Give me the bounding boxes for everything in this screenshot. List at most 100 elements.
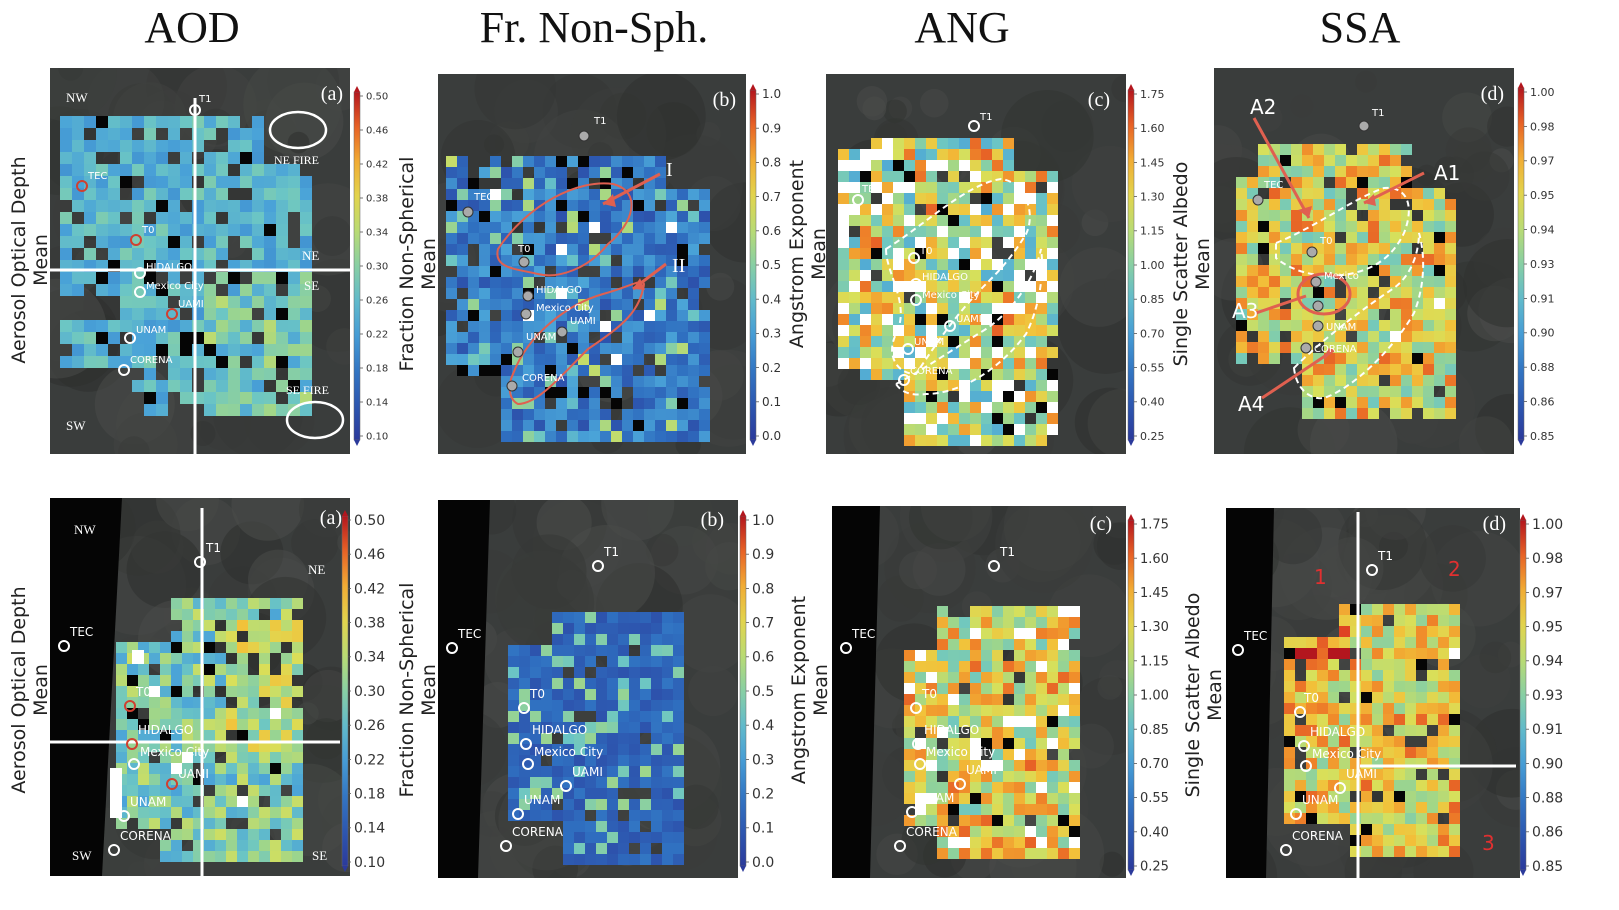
data-cell (1280, 221, 1291, 232)
data-cell (1383, 637, 1394, 648)
data-cell (512, 299, 523, 310)
data-cell (666, 266, 677, 277)
data-cell (611, 398, 622, 409)
colorbar-bar (1127, 89, 1135, 441)
data-cell (1047, 804, 1058, 815)
data-cell (96, 332, 108, 344)
data-cell (226, 686, 237, 697)
data-cell (138, 675, 149, 686)
data-cell (651, 645, 662, 656)
data-cell (1339, 670, 1350, 681)
data-cell (644, 343, 655, 354)
data-cell (1291, 331, 1302, 342)
fire-ellipse-se (285, 400, 345, 440)
data-cell (1306, 692, 1317, 703)
data-cell (970, 226, 981, 237)
data-cell (1372, 714, 1383, 725)
data-cell (168, 284, 180, 296)
station-label: CORENA (906, 825, 958, 839)
data-cell (116, 642, 127, 653)
data-cell (108, 176, 120, 188)
data-cell (1416, 692, 1427, 703)
data-cell (915, 771, 926, 782)
data-cell (904, 683, 915, 694)
station-label: TEC (473, 192, 493, 203)
station-label: Mexico City (922, 290, 980, 301)
data-cell (1058, 705, 1069, 716)
data-cell (204, 212, 216, 224)
data-cell (1324, 276, 1335, 287)
data-cell (556, 167, 567, 178)
data-cell (144, 356, 156, 368)
data-cell (981, 182, 992, 193)
data-cell (1003, 749, 1014, 760)
station-label: T1 (198, 94, 211, 105)
data-cell (1003, 705, 1014, 716)
data-cell (1390, 221, 1401, 232)
station-marker (118, 810, 130, 822)
data-cell (673, 788, 684, 799)
data-cell (937, 215, 948, 226)
data-cell (1416, 604, 1427, 615)
data-cell (1236, 210, 1247, 221)
data-cell (149, 730, 160, 741)
data-cell (1014, 826, 1025, 837)
colorbar-aod-bottom: 0.500.460.420.380.340.300.260.220.180.14… (341, 510, 385, 872)
data-cell (904, 347, 915, 358)
data-cell (530, 755, 541, 766)
data-cell (108, 248, 120, 260)
station-marker (944, 320, 956, 332)
colorbar-tick-label: 0.70 (1140, 757, 1169, 772)
station-label: HIDALGO (1310, 725, 1365, 739)
data-cell (992, 705, 1003, 716)
data-cell (490, 200, 501, 211)
data-cell (882, 149, 893, 160)
data-cell (457, 332, 468, 343)
data-cell (915, 358, 926, 369)
data-cell (1328, 758, 1339, 769)
data-cell (1427, 692, 1438, 703)
fire-label-ne: NE FIRE (274, 153, 319, 167)
data-cell (226, 763, 237, 774)
data-cell (534, 299, 545, 310)
data-cell (1003, 149, 1014, 160)
data-cell (552, 678, 563, 689)
data-cell (1390, 408, 1401, 419)
data-cell (501, 365, 512, 376)
terrain-patch (1460, 151, 1510, 201)
data-cell (1295, 725, 1306, 736)
data-cell (629, 700, 640, 711)
data-cell (216, 392, 228, 404)
data-cell (237, 697, 248, 708)
data-cell (1036, 424, 1047, 435)
data-cell (1036, 226, 1047, 237)
ylabel-fns-row2: Fraction Non-Spherical Mean (396, 582, 440, 798)
colorbar-tick-label: 0.34 (366, 228, 388, 239)
data-cell (204, 675, 215, 686)
data-cell (673, 634, 684, 645)
data-cell (585, 722, 596, 733)
data-cell (530, 667, 541, 678)
data-cell (1003, 435, 1014, 446)
data-cell (457, 200, 468, 211)
data-cell (160, 785, 171, 796)
data-cell (948, 793, 959, 804)
data-cell (948, 727, 959, 738)
data-cell (849, 325, 860, 336)
arrow-head-A4 (1324, 348, 1334, 360)
data-cell (1280, 287, 1291, 298)
data-cell (132, 248, 144, 260)
data-cell (1405, 835, 1416, 846)
colorbar-tick-label: 0.85 (1532, 859, 1563, 875)
data-cell (699, 420, 710, 431)
data-cell (1368, 243, 1379, 254)
data-cell (1025, 749, 1036, 760)
data-cell (959, 815, 970, 826)
data-cell (651, 612, 662, 623)
data-cell (1236, 199, 1247, 210)
colorbar-tick-label: 0.55 (1140, 791, 1169, 806)
data-cell (959, 672, 970, 683)
data-cell (193, 851, 204, 862)
data-cell (144, 320, 156, 332)
